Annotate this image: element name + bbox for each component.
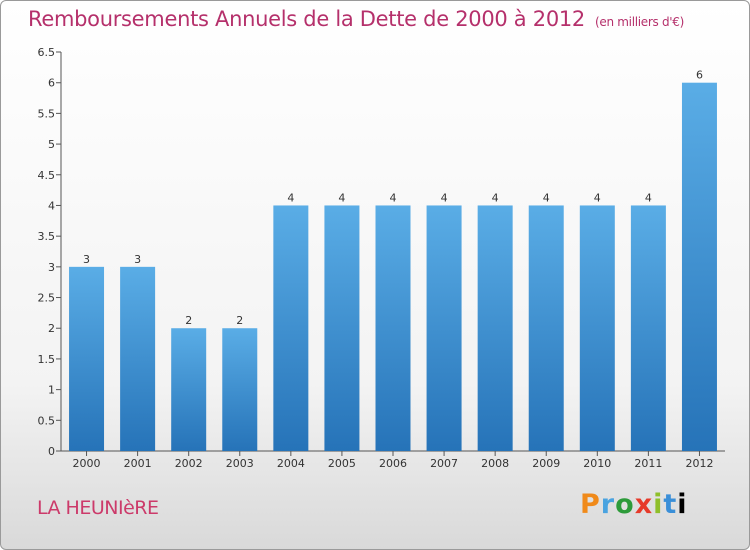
- axes: 0 0.5 1 1.5 2 2.5 3 3.5 4 4.5 5 5.5 6 6.5 2000 2001 2002…: [38, 46, 725, 470]
- x-tick-label: 2011: [634, 457, 662, 470]
- data-label: 4: [287, 191, 294, 204]
- y-tick-label: 6.5: [38, 46, 56, 59]
- bar: [477, 205, 513, 451]
- logo-letter: o: [615, 489, 635, 520]
- chart-title: Remboursements Annuels de la Dette de 20…: [28, 7, 684, 31]
- x-tick-label: 2001: [124, 457, 152, 470]
- x-tick-label: 2005: [328, 457, 356, 470]
- y-tick-label: 2.5: [38, 292, 56, 305]
- bar: [171, 328, 207, 451]
- data-label: 2: [185, 314, 192, 327]
- y-tick-label: 1.5: [38, 353, 56, 366]
- bar: [579, 205, 615, 451]
- bar: [426, 205, 462, 451]
- x-tick-label: 2007: [430, 457, 458, 470]
- y-tick-label: 4: [48, 199, 55, 212]
- bar: [69, 266, 105, 451]
- data-label: 4: [338, 191, 345, 204]
- logo-letter: t: [663, 489, 678, 520]
- y-tick-label: 1: [48, 384, 55, 397]
- y-tick-label: 6: [48, 77, 55, 90]
- x-tick-label: 2009: [532, 457, 560, 470]
- chart-unit: (en milliers d'€): [595, 15, 685, 29]
- bar: [324, 205, 360, 451]
- data-label: 3: [83, 253, 90, 266]
- logo-letter: i: [677, 489, 688, 520]
- bar: [630, 205, 666, 451]
- x-tick-label: 2000: [73, 457, 101, 470]
- data-labels: 3 3 2 2 4 4 4 4 4 4 4 4 6: [83, 69, 703, 328]
- bar: [375, 205, 411, 451]
- data-label: 4: [543, 191, 550, 204]
- x-tick-label: 2012: [685, 457, 713, 470]
- proxiti-logo: Proxiti: [580, 489, 688, 520]
- x-tick-label: 2003: [226, 457, 254, 470]
- x-tick-label: 2010: [583, 457, 611, 470]
- logo-letter: r: [600, 489, 616, 520]
- y-tick-label: 0: [48, 445, 55, 458]
- data-label: 4: [390, 191, 397, 204]
- logo-letter: P: [580, 489, 601, 520]
- y-tick-label: 5.5: [38, 107, 56, 120]
- bar: [273, 205, 309, 451]
- y-tick-label: 2: [48, 322, 55, 335]
- data-label: 4: [645, 191, 652, 204]
- logo-letter: i: [653, 489, 664, 520]
- x-tick-label: 2002: [175, 457, 203, 470]
- data-label: 6: [696, 69, 703, 82]
- city-name: LA HEUNIèRE: [37, 497, 159, 519]
- data-label: 3: [134, 253, 141, 266]
- data-label: 4: [594, 191, 601, 204]
- bar: [222, 328, 258, 451]
- data-label: 4: [441, 191, 448, 204]
- x-tick-label: 2008: [481, 457, 509, 470]
- y-tick-label: 4.5: [38, 169, 56, 182]
- y-tick-label: 5: [48, 138, 55, 151]
- x-tick-label: 2004: [277, 457, 305, 470]
- y-tick-label: 3: [48, 261, 55, 274]
- x-tick-label: 2006: [379, 457, 407, 470]
- bars: [69, 82, 717, 451]
- data-label: 4: [492, 191, 499, 204]
- chart-title-text: Remboursements Annuels de la Dette de 20…: [28, 7, 585, 31]
- bar: [528, 205, 564, 451]
- data-label: 2: [236, 314, 243, 327]
- bar: [120, 266, 156, 451]
- y-tick-label: 0.5: [38, 414, 56, 427]
- bar: [681, 82, 717, 451]
- y-tick-label: 3.5: [38, 230, 56, 243]
- logo-letter: x: [634, 489, 654, 520]
